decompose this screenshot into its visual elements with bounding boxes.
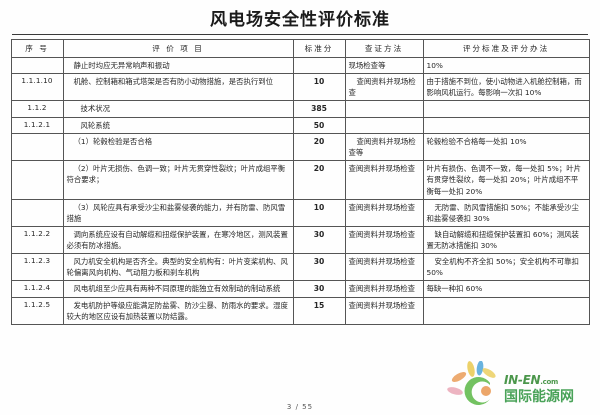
site-watermark: IN-EN.com 国际能源网 — [446, 359, 594, 409]
row-score: 10 — [292, 198, 346, 227]
row-item: 风轮系统 — [62, 116, 294, 135]
row-rule: 安全机构不齐全扣 50%；安全机构不可靠扣 50% — [422, 253, 590, 282]
row-method: 查阅资料并现场检查 — [344, 253, 424, 282]
table-row: （2）叶片无损伤、色调一致；叶片无贯穿性裂纹；叶片成组平衡符合要求； 20 查阅… — [10, 160, 590, 200]
table-row: 1.1.2.1 风轮系统 50 — [10, 116, 590, 135]
row-method: 查阅资料并现场检查 — [344, 73, 424, 102]
row-no — [10, 198, 64, 227]
row-method: 查阅资料并现场检查 — [344, 225, 424, 255]
title-divider — [12, 34, 588, 35]
row-item: 技术状况 — [62, 100, 294, 118]
row-item: （2）叶片无损伤、色调一致；叶片无贯穿性裂纹；叶片成组平衡符合要求； — [62, 160, 294, 200]
column-header-method: 查证方法 — [344, 39, 424, 58]
row-rule: 无防雷、防风雪措施扣 50%；不能承受沙尘和盐雾侵袭扣 30% — [422, 198, 590, 227]
row-score: 385 — [292, 100, 346, 118]
row-score: 20 — [292, 160, 346, 200]
table-row: 静止时均应无异常响声和振动 现场检查等 10% — [10, 56, 590, 75]
row-method: 查阅资料并现场检查 — [344, 198, 424, 227]
row-item: （3）风轮应具有承受沙尘和盐雾侵袭的能力，并有防雷、防风雪措施 — [62, 198, 294, 227]
row-rule: 叶片有损伤、色调不一致，每一处扣 5%；叶片有贯穿性裂纹，每一处扣 20%；叶片… — [422, 160, 590, 200]
table-row: 1.1.2.5 发电机防护等级应能满足防盐雾、防沙尘暴、防雨水的要求。湿度较大的… — [10, 296, 590, 325]
row-no — [10, 160, 64, 200]
row-method — [344, 100, 424, 118]
column-header-no: 序 号 — [10, 39, 64, 58]
row-no: 1.1.2.4 — [10, 280, 64, 298]
row-item: 机舱、控制箱和箱式塔架是否有防小动物措施，是否执行到位 — [62, 73, 294, 102]
table-header-row: 序 号 评 价 项 目 标准分 查证方法 评分标准及评分办法 — [10, 39, 590, 58]
table-row: 1.1.2.2 调向系统应设有自动解缆和扭缆保护装置，在寒冷地区，测风装置必须有… — [10, 225, 590, 255]
row-method: 现场检查等 — [344, 56, 424, 75]
row-method: 查阅资料并现场检查等 — [344, 133, 424, 162]
row-score — [292, 56, 346, 75]
column-header-score: 标准分 — [292, 39, 346, 58]
row-no — [10, 56, 64, 75]
row-rule — [422, 116, 590, 135]
row-no: 1.1.1.10 — [10, 73, 64, 102]
row-item: （1）轮毂检验是否合格 — [62, 133, 294, 162]
row-method: 查阅资料并现场检查 — [344, 160, 424, 200]
row-no: 1.1.2.5 — [10, 296, 64, 325]
row-item: 风电机组至少应具有两种不同原理的能独立有效制动的制动系统 — [62, 280, 294, 298]
row-item: 风力机安全机构是否齐全。典型的安全机构有：叶片变桨机构、风轮偏离风向机构、气动阻… — [62, 253, 294, 282]
row-no: 1.1.2.1 — [10, 116, 64, 135]
row-item: 发电机防护等级应能满足防盐雾、防沙尘暴、防雨水的要求。湿度较大的地区应设有加热装… — [62, 296, 294, 325]
row-rule — [422, 296, 590, 325]
column-header-item: 评 价 项 目 — [62, 39, 294, 58]
row-no: 1.1.2.2 — [10, 225, 64, 255]
row-rule — [422, 100, 590, 118]
row-rule: 每缺一种扣 60% — [422, 280, 590, 298]
watermark-domain: IN-EN.com — [504, 373, 558, 387]
row-rule: 轮毂检验不合格每一处扣 10% — [422, 133, 590, 162]
row-no — [10, 133, 64, 162]
table-row: 1.1.1.10 机舱、控制箱和箱式塔架是否有防小动物措施，是否执行到位 10 … — [10, 73, 590, 102]
row-score: 30 — [292, 253, 346, 282]
row-method: 查阅资料并现场检查 — [344, 296, 424, 325]
row-score: 50 — [292, 116, 346, 135]
row-score: 10 — [292, 73, 346, 102]
page-footer: 3 / 55 — [286, 403, 314, 411]
energy-leaf-logo-icon — [447, 361, 496, 405]
row-no: 1.1.2.3 — [10, 253, 64, 282]
column-header-rule: 评分标准及评分办法 — [422, 39, 590, 58]
table-row: （3）风轮应具有承受沙尘和盐雾侵袭的能力，并有防雷、防风雪措施 10 查阅资料并… — [10, 198, 590, 227]
row-rule: 缺自动解缆和扭缆保护装置扣 60%；测风装置无防冰措施扣 30% — [422, 225, 590, 255]
row-score: 30 — [292, 225, 346, 255]
row-item: 静止时均应无异常响声和振动 — [62, 56, 294, 75]
row-score: 15 — [292, 296, 346, 325]
row-no: 1.1.2 — [10, 100, 64, 118]
table-row: （1）轮毂检验是否合格 20 查阅资料并现场检查等 轮毂检验不合格每一处扣 10… — [10, 133, 590, 162]
table-row: 1.1.2.4 风电机组至少应具有两种不同原理的能独立有效制动的制动系统 30 … — [10, 280, 590, 298]
table-row: 1.1.2.3 风力机安全机构是否齐全。典型的安全机构有：叶片变桨机构、风轮偏离… — [10, 253, 590, 282]
page-title: 风电场安全性评价标准 — [210, 10, 390, 30]
row-rule: 由于措施不到位，使小动物进入机舱控制箱，而影响风机运行。每影响一次扣 10% — [422, 73, 590, 102]
table-row: 1.1.2 技术状况 385 — [10, 100, 590, 118]
row-item: 调向系统应设有自动解缆和扭缆保护装置，在寒冷地区，测风装置必须有防冰措施。 — [62, 225, 294, 255]
row-method — [344, 116, 424, 135]
row-score: 30 — [292, 280, 346, 298]
row-rule: 10% — [422, 56, 590, 75]
row-method: 查阅资料并现场检查 — [344, 280, 424, 298]
evaluation-criteria-table: 序 号 评 价 项 目 标准分 查证方法 评分标准及评分办法 静止时均应无异常响… — [10, 39, 590, 325]
row-score: 20 — [292, 133, 346, 162]
